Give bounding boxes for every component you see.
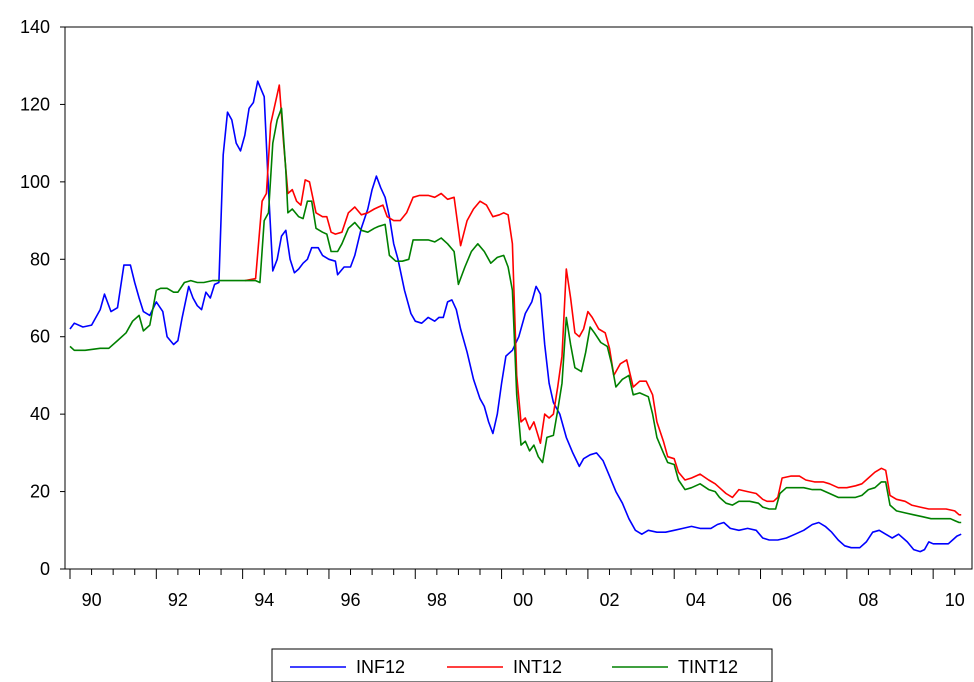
x-tick-label: 94: [254, 590, 274, 610]
x-axis: 90 92 94 96 98 00 02 04 06 08 10: [69, 569, 965, 610]
x-tick-label: 10: [945, 590, 965, 610]
y-tick-label: 120: [20, 94, 50, 114]
y-axis: 0 20 40 60 80 100 120 140: [20, 17, 65, 579]
x-tick-label: 96: [341, 590, 361, 610]
plot-frame: [64, 26, 973, 570]
x-tick-label: 02: [599, 590, 619, 610]
series-int12-line: [244, 84, 962, 516]
x-tick-label: 08: [858, 590, 878, 610]
y-tick-label: 0: [40, 559, 50, 579]
legend-label-tint12: TINT12: [678, 657, 738, 677]
y-tick-label: 100: [20, 172, 50, 192]
x-tick-label: 98: [427, 590, 447, 610]
y-tick-label: 80: [30, 249, 50, 269]
series-layer: [69, 80, 962, 553]
x-tick-label: 00: [513, 590, 533, 610]
legend-label-inf12: INF12: [356, 657, 405, 677]
x-tick-label: 90: [82, 590, 102, 610]
series-tint12-line: [69, 107, 962, 524]
x-tick-label: 06: [772, 590, 792, 610]
y-tick-label: 40: [30, 404, 50, 424]
legend-box: [271, 648, 773, 682]
legend: INF12 INT12 TINT12: [271, 648, 773, 682]
y-tick-label: 20: [30, 482, 50, 502]
series-inf12-line: [69, 80, 962, 553]
y-tick-label: 60: [30, 327, 50, 347]
y-tick-label: 140: [20, 17, 50, 37]
legend-label-int12: INT12: [513, 657, 562, 677]
x-tick-label: 04: [686, 590, 706, 610]
x-tick-label: 92: [168, 590, 188, 610]
